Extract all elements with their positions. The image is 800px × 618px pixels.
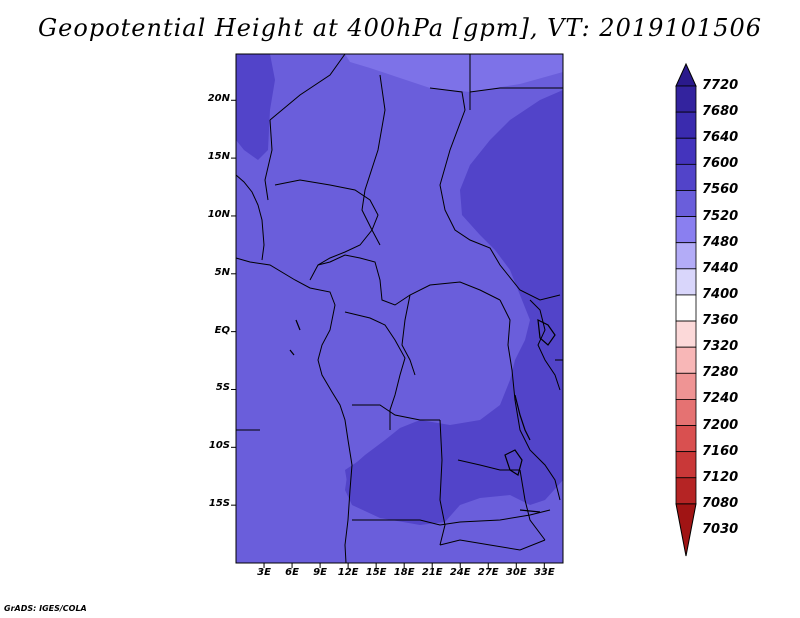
x-tick-label: 9E	[313, 567, 327, 578]
coastlines	[235, 53, 563, 564]
y-tick-label: 5N	[214, 266, 230, 278]
colorbar-label: 7440	[702, 260, 739, 276]
colorbar	[675, 62, 697, 557]
y-tick-label: 10S	[208, 440, 230, 452]
colorbar-segment	[675, 190, 697, 217]
colorbar-label: 7640	[702, 130, 739, 146]
colorbar-label: 7240	[702, 391, 739, 407]
y-tick-label: 5S	[215, 382, 230, 394]
colorbar-segment	[675, 320, 697, 348]
x-tick-label: 30E	[505, 567, 527, 578]
colorbar-segment	[675, 477, 697, 505]
x-tick-label: 21E	[421, 567, 443, 578]
colorbar-label: 7680	[702, 104, 739, 120]
y-tick-label: 10N	[207, 208, 230, 220]
x-tick-label: 12E	[337, 567, 359, 578]
lakes	[289, 318, 556, 513]
colorbar-segment	[675, 85, 697, 113]
colorbar-label: 7400	[702, 286, 739, 302]
grads-credit: GrADS: IGES/COLA	[4, 604, 87, 613]
colorbar-label: 7160	[702, 443, 739, 459]
contour-region-7560-nw	[236, 54, 275, 160]
colorbar-segment	[675, 372, 697, 400]
y-tick-label: 20N	[207, 93, 230, 105]
x-tick-label: 6E	[285, 567, 299, 578]
x-tick-label: 24E	[449, 567, 471, 578]
x-tick-label: 33E	[533, 567, 555, 578]
colorbar-label: 7280	[702, 365, 739, 381]
colorbar-segment	[675, 242, 697, 270]
colorbar-label: 7480	[702, 234, 739, 250]
colorbar-segment	[675, 163, 697, 191]
x-tick-label: 18E	[393, 567, 415, 578]
axis-tick-marks	[231, 99, 545, 568]
colorbar-top-triangle	[675, 62, 697, 87]
colorbar-label: 7320	[702, 339, 739, 355]
colorbar-segment	[675, 451, 697, 479]
y-tick-label: 15S	[208, 498, 230, 510]
colorbar-bottom-triangle	[675, 503, 697, 557]
colorbar-segment	[675, 294, 697, 322]
colorbar-label: 7120	[702, 469, 739, 485]
colorbar-label: 7600	[702, 156, 739, 172]
colorbar-label: 7080	[702, 495, 739, 511]
chart-title: Geopotential Height at 400hPa [gpm], VT:…	[38, 14, 762, 42]
colorbar-label: 7560	[702, 182, 739, 198]
y-tick-label: 15N	[207, 151, 230, 163]
colorbar-segment	[675, 268, 697, 296]
map-frame	[235, 53, 564, 564]
colorbar-segment	[675, 111, 697, 139]
colorbar-label: 7200	[702, 417, 739, 433]
y-tick-label: EQ	[214, 324, 230, 336]
colorbar-segment	[675, 137, 697, 165]
x-tick-label: 3E	[257, 567, 271, 578]
colorbar-label: 7520	[702, 208, 739, 224]
colorbar-segment	[675, 346, 697, 374]
contour-region-7480	[345, 54, 563, 92]
x-tick-label: 27E	[477, 567, 499, 578]
colorbar-label: 7720	[702, 78, 739, 93]
colorbar-segment	[675, 399, 697, 426]
contour-region-7560-sw	[345, 455, 400, 510]
colorbar-segment	[675, 425, 697, 453]
contour-region-7560-east	[345, 90, 563, 525]
colorbar-label: 7360	[702, 313, 739, 329]
colorbar-segment	[675, 216, 697, 244]
x-tick-label: 15E	[365, 567, 387, 578]
colorbar-label: 7030	[702, 522, 739, 537]
